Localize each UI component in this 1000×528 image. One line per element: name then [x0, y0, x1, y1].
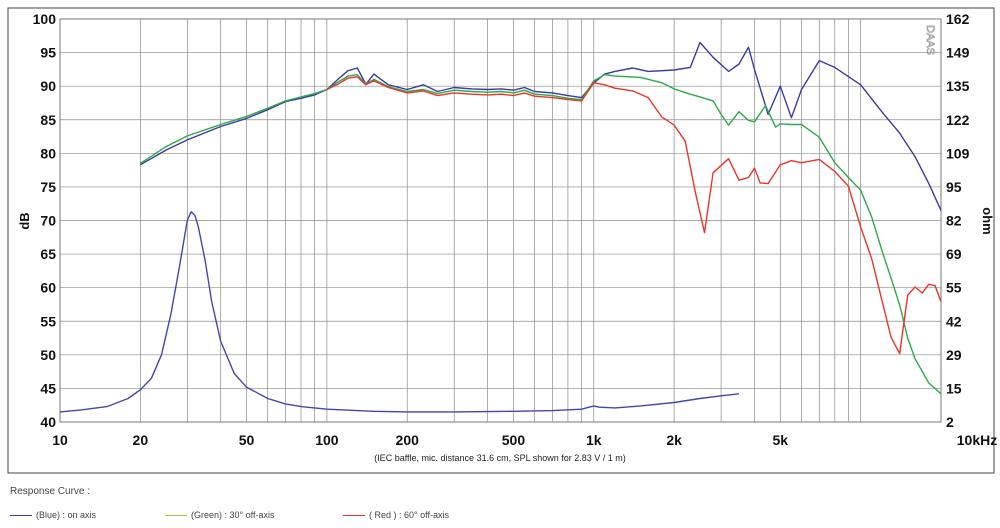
watermark-logo: DAAS	[924, 25, 936, 55]
y-tick-label-left: 70	[40, 213, 56, 229]
y-tick-label-left: 60	[40, 280, 56, 296]
x-tick-label: 200	[396, 432, 420, 448]
y-tick-label-left: 80	[40, 145, 56, 161]
legend-label-blue: (Blue) : on axis	[36, 510, 96, 520]
y-tick-label-left: 90	[40, 78, 56, 94]
y-tick-label-right: 42	[946, 313, 962, 329]
legend-swatch-blue	[10, 515, 32, 516]
legend-swatch-red	[343, 515, 365, 516]
y-tick-label-left: 100	[33, 11, 57, 27]
y-tick-label-left: 55	[40, 313, 56, 329]
legend-item-red: ( Red ) : 60° off-axis	[343, 510, 449, 520]
legend-item-green: (Green) : 30° off-axis	[165, 510, 274, 520]
legend-label-red: ( Red ) : 60° off-axis	[369, 510, 449, 520]
y-tick-label-left: 85	[40, 112, 56, 128]
y-tick-label-right: 95	[946, 179, 962, 195]
chart-caption: (IEC baffle, mic. distance 31.6 cm, SPL …	[374, 453, 626, 463]
y-tick-label-right: 109	[946, 145, 970, 161]
y-tick-label-right: 135	[946, 78, 970, 94]
y-tick-label-left: 65	[40, 246, 56, 262]
y-tick-label-right: 82	[946, 213, 962, 229]
y-tick-label-right: 55	[946, 280, 962, 296]
y-tick-label-right: 29	[946, 347, 962, 363]
y-tick-label-left: 45	[40, 380, 56, 396]
y-tick-label-left: 40	[40, 414, 56, 430]
y-tick-label-right: 2	[946, 414, 954, 430]
y-tick-label-right: 69	[946, 246, 962, 262]
y-tick-label-left: 50	[40, 347, 56, 363]
legend-item-blue: (Blue) : on axis	[10, 510, 96, 520]
x-tick-label: 10	[52, 432, 68, 448]
x-tick-label: 500	[502, 432, 526, 448]
legend-swatch-green	[165, 515, 187, 516]
x-tick-label: 1k	[586, 432, 602, 448]
x-tick-label: 100	[315, 432, 339, 448]
y-axis-label-right: ohm	[980, 207, 995, 234]
x-tick-label: 2k	[666, 432, 682, 448]
y-axis-label-left: dB	[17, 212, 32, 229]
x-tick-label: 5k	[773, 432, 789, 448]
y-tick-label-left: 95	[40, 45, 56, 61]
y-tick-label-left: 75	[40, 179, 56, 195]
x-tick-label: 10kHz	[957, 432, 997, 448]
y-tick-label-right: 149	[946, 45, 970, 61]
y-tick-label-right: 122	[946, 112, 970, 128]
y-tick-label-right: 162	[946, 11, 970, 27]
legend-label-green: (Green) : 30° off-axis	[191, 510, 274, 520]
x-tick-label: 20	[133, 432, 149, 448]
legend-title: Response Curve :	[10, 486, 90, 497]
y-tick-label-right: 15	[946, 380, 962, 396]
x-tick-label: 50	[239, 432, 255, 448]
